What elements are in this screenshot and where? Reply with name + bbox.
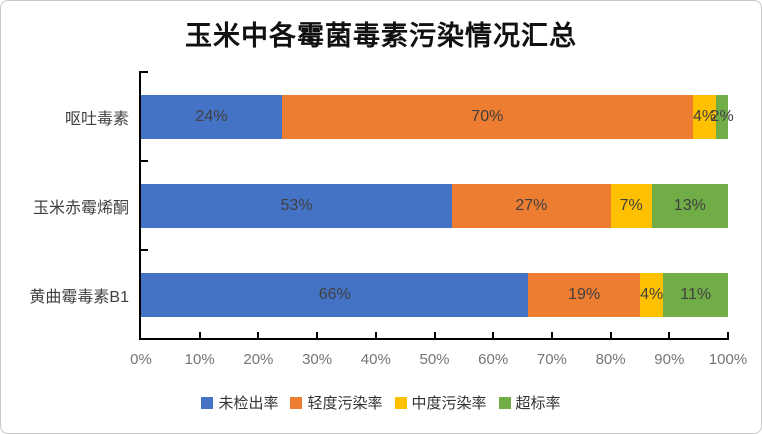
y-axis-line [139, 71, 141, 340]
category-label: 呕吐毒素 [64, 110, 129, 128]
bar-value-label: 66% [318, 285, 351, 303]
bar-value-label: 24% [195, 107, 228, 125]
bar-value-label: 70% [471, 107, 504, 125]
legend-item: 中度污染率 [394, 392, 487, 413]
bar-segment: 11% [663, 272, 728, 317]
x-axis-tick [550, 332, 553, 339]
x-axis-tick-label: 70% [536, 351, 567, 368]
x-axis-tick [198, 332, 201, 339]
y-axis-tick [139, 71, 148, 73]
bar-value-label: 13% [673, 196, 706, 214]
legend-label: 轻度污染率 [307, 395, 383, 412]
legend-item: 轻度污染率 [290, 392, 383, 413]
x-axis-tick [668, 332, 671, 339]
bar-segment: 4% [639, 272, 664, 317]
y-axis-tick [139, 249, 148, 251]
legend-label: 中度污染率 [411, 395, 487, 412]
x-axis-tick [257, 332, 260, 339]
bar-value-label: 53% [280, 196, 313, 214]
legend-swatch [290, 396, 303, 409]
x-axis-tick-label: 80% [595, 351, 626, 368]
x-axis-tick [492, 332, 495, 339]
category-label: 玉米赤霉烯酮 [32, 199, 129, 217]
bar-value-label: 19% [568, 285, 601, 303]
bar-value-label: 4% [692, 107, 717, 125]
legend-swatch [498, 396, 511, 409]
bar-segment: 4% [692, 94, 717, 139]
bar-value-label: 27% [515, 196, 548, 214]
bar-segment: 7% [610, 183, 652, 228]
bar-segment: 53% [141, 183, 453, 228]
x-axis-tick-labels: 0% 10% 20% 30% 40% 50% 60% 70% 80% 90% 100% [130, 351, 747, 371]
bar-value-label: 4% [640, 285, 664, 303]
x-axis-tick-label: 30% [302, 351, 333, 368]
bar-value-label: 11% [680, 285, 712, 303]
x-axis-tick-label: 90% [654, 351, 685, 368]
legend-label: 未检出率 [218, 395, 279, 412]
bar-segment: 66% [141, 272, 529, 317]
bar-segment: 24% [141, 94, 282, 139]
plot-area: 24% 70% 4% 2% 53% 27% 7% 13% 66% 19% 4% 11% [139, 71, 734, 339]
legend-item: 超标率 [498, 392, 561, 413]
x-axis-line [139, 338, 729, 340]
x-axis-tick-label: 10% [184, 351, 215, 368]
bar-segment: 2% [711, 94, 734, 139]
x-axis-tick [609, 332, 612, 339]
x-axis-tick [433, 332, 436, 339]
x-axis-tick [374, 332, 377, 339]
legend-item: 未检出率 [201, 392, 278, 413]
legend-swatch [394, 396, 407, 409]
bar-segment: 27% [452, 183, 611, 228]
bar-value-label: 7% [619, 196, 643, 214]
bar-row: 24% 70% 4% 2% [141, 94, 734, 139]
legend-swatch [201, 396, 214, 409]
bar-row: 66% 19% 4% 11% [141, 272, 728, 317]
bar-row: 53% 27% 7% 13% [141, 183, 728, 228]
bar-segment: 13% [651, 183, 728, 228]
bar-segment: 19% [528, 272, 640, 317]
x-axis-tick-label: 40% [360, 351, 391, 368]
chart-title: 玉米中各霉菌毒素污染情况汇总 [185, 21, 577, 51]
x-axis-tick [727, 332, 729, 339]
x-axis-tick-label: 60% [478, 351, 509, 368]
x-axis-tick [316, 332, 319, 339]
category-label: 黄曲霉毒素B1 [29, 288, 129, 306]
y-axis-tick [139, 160, 148, 162]
x-axis-tick-label: 0% [130, 351, 152, 368]
bar-segment: 70% [281, 94, 693, 139]
legend-label: 超标率 [515, 395, 561, 412]
x-axis-tick-label: 100% [708, 351, 748, 368]
category-axis-labels: 呕吐毒素玉米赤霉烯酮 黄曲霉毒素B1 [1, 72, 129, 339]
x-axis-tick-label: 50% [419, 351, 450, 368]
x-axis-tick-label: 20% [243, 351, 274, 368]
legend: 未检出率 轻度污染率 中度污染率 超标率 [1, 392, 761, 413]
